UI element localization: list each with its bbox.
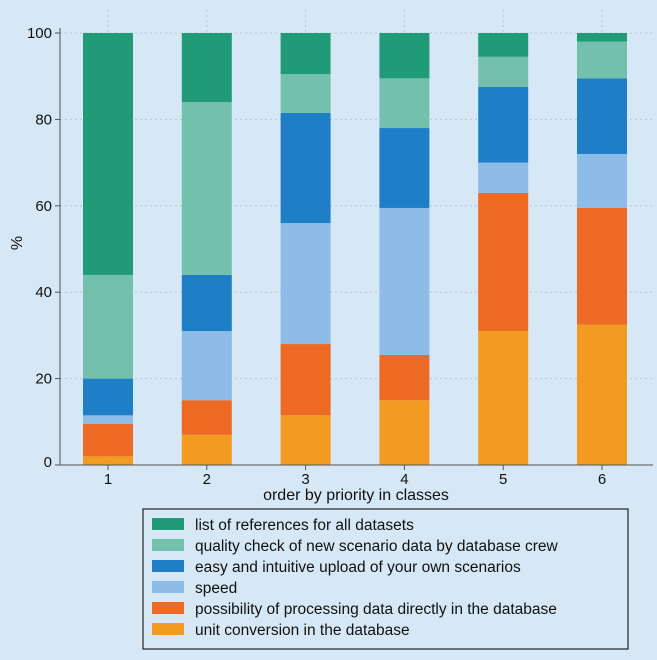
bar-segment-5-series-5	[478, 56, 529, 87]
bar-segment-6-series-4	[577, 78, 627, 154]
bar-segment-6-series-1	[577, 324, 627, 465]
bar-segment-1-series-4	[83, 378, 133, 416]
bar-segment-5-series-4	[478, 87, 529, 163]
bar-segment-1-series-2	[83, 423, 133, 457]
x-tick-label-4: 4	[400, 471, 408, 488]
y-tick-label-60: 60	[35, 198, 52, 215]
legend-label-2: quality check of new scenario data by da…	[195, 538, 559, 555]
x-tick-label-5: 5	[499, 471, 507, 488]
y-axis: 0 20 40 60 80 100	[27, 25, 61, 471]
bar-segment-3-series-4	[280, 112, 331, 224]
legend-swatch-4	[152, 581, 184, 593]
bar-segment-1-series-6	[83, 33, 133, 275]
x-tick-label-2: 2	[203, 471, 211, 488]
bar-segment-2-series-4	[181, 274, 232, 332]
bar-segment-2-series-3	[181, 331, 232, 401]
bar-segment-4-series-3	[379, 207, 430, 355]
x-tick-label-1: 1	[104, 471, 112, 488]
legend-swatch-2	[152, 539, 184, 551]
x-tick-label-3: 3	[301, 471, 309, 488]
bar-segment-5-series-1	[478, 331, 529, 465]
legend-swatch-1	[152, 518, 184, 530]
y-tick-label-100: 100	[27, 25, 52, 42]
bar-segment-2-series-5	[181, 102, 232, 275]
bar-segment-3-series-1	[280, 415, 331, 465]
bar-segment-2-series-6	[181, 33, 232, 103]
legend-label-3: easy and intuitive upload of your own sc…	[195, 559, 521, 576]
legend: list of references for all datasets quali…	[142, 508, 629, 650]
x-axis: 1 2 3 4 5 6	[60, 464, 653, 488]
bar-segment-1-series-1	[83, 456, 133, 465]
bar-segment-6-series-2	[577, 207, 627, 325]
y-tick-label-20: 20	[35, 371, 52, 388]
bars	[83, 33, 627, 465]
legend-label-5: possibility of processing data directly …	[195, 601, 557, 618]
bar-segment-6-series-5	[577, 41, 627, 79]
legend-box	[142, 508, 629, 650]
x-tick-label-6: 6	[598, 471, 606, 488]
bar-segment-2-series-1	[181, 434, 232, 465]
bar-segment-4-series-1	[379, 400, 430, 465]
bar-segment-6-series-3	[577, 153, 627, 208]
bar-segment-6-series-6	[577, 33, 627, 42]
bar-segment-3-series-3	[280, 223, 331, 345]
bar-segment-5-series-3	[478, 162, 529, 193]
y-tick-label-40: 40	[35, 284, 52, 301]
y-axis-label: %	[9, 236, 26, 250]
bar-segment-4-series-5	[379, 78, 430, 129]
bar-segment-1-series-3	[83, 415, 133, 424]
y-tick-label-80: 80	[35, 111, 52, 128]
legend-label-1: list of references for all datasets	[195, 517, 414, 534]
bar-segment-5-series-6	[478, 33, 529, 57]
bar-segment-3-series-5	[280, 74, 331, 113]
bar-segment-2-series-2	[181, 400, 232, 435]
bar-segment-1-series-5	[83, 274, 133, 379]
bar-segment-3-series-2	[280, 344, 331, 416]
legend-label-6: unit conversion in the database	[195, 622, 410, 639]
bar-segment-3-series-6	[280, 33, 331, 75]
x-axis-label: order by priority in classes	[263, 487, 449, 504]
bar-segment-4-series-2	[379, 354, 430, 401]
legend-swatch-5	[152, 602, 184, 614]
bar-segment-4-series-4	[379, 128, 430, 208]
legend-swatch-3	[152, 560, 184, 572]
y-tick-label-0: 0	[44, 454, 52, 471]
bar-segment-5-series-2	[478, 192, 529, 332]
legend-label-4: speed	[195, 580, 237, 597]
bar-segment-4-series-6	[379, 33, 430, 79]
legend-swatch-6	[152, 623, 184, 635]
